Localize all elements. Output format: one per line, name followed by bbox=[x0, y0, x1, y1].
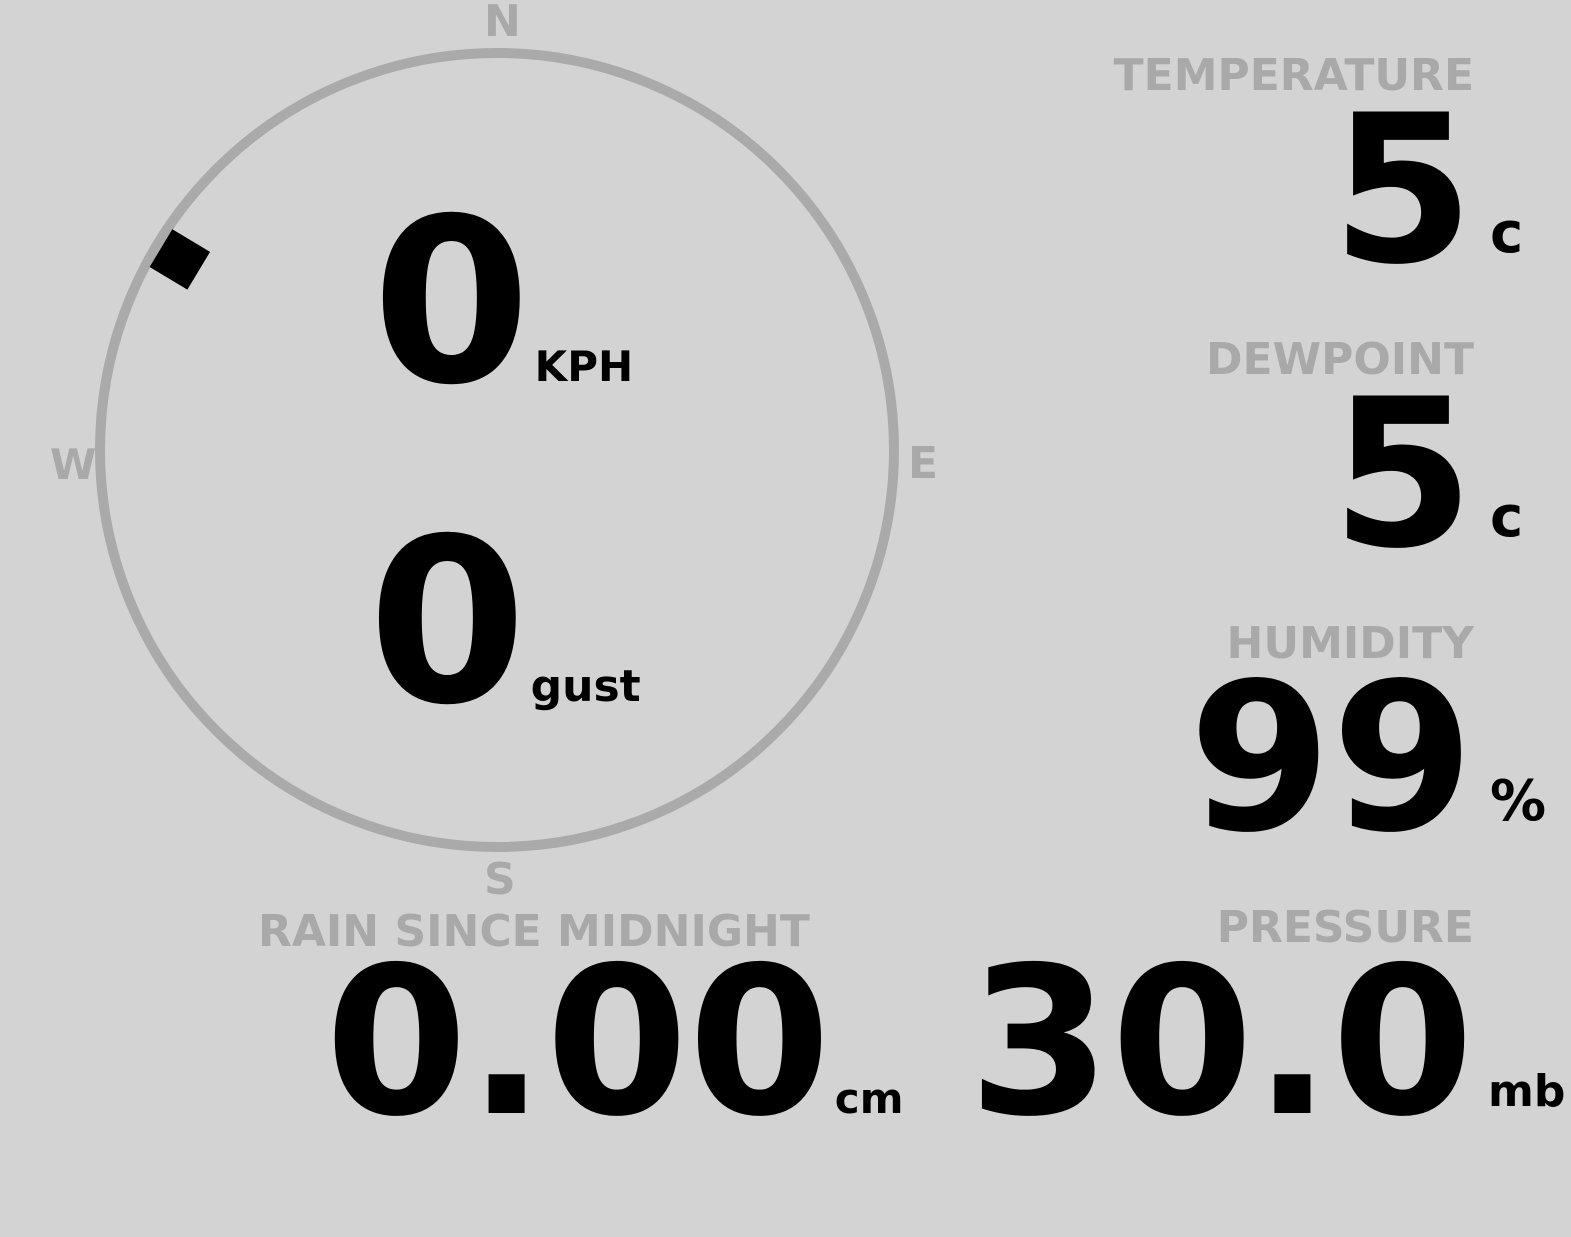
rain-row: 0.00 cm bbox=[325, 924, 904, 1162]
compass-west: W bbox=[50, 440, 97, 489]
rain-unit: cm bbox=[834, 1074, 904, 1123]
dewpoint-label: DEWPOINT bbox=[1206, 334, 1474, 385]
compass-south: S bbox=[484, 854, 516, 905]
wind-speed-row: 0 KPH bbox=[372, 169, 634, 435]
compass-north: N bbox=[484, 0, 521, 47]
compass-east: E bbox=[908, 438, 939, 489]
pressure-value: 30.0 bbox=[968, 924, 1474, 1162]
wind-gust-value: 0 bbox=[368, 489, 527, 755]
temperature-value: 5 bbox=[1331, 72, 1474, 310]
dewpoint-value: 5 bbox=[1331, 356, 1474, 594]
humidity-label: HUMIDITY bbox=[1226, 618, 1474, 669]
wind-speed-value: 0 bbox=[372, 169, 531, 435]
compass-ring bbox=[95, 48, 899, 852]
temperature-unit: c bbox=[1490, 201, 1524, 266]
dewpoint-unit: c bbox=[1490, 485, 1524, 550]
wind-speed-unit: KPH bbox=[534, 342, 634, 391]
temperature-label: TEMPERATURE bbox=[1113, 50, 1474, 101]
pressure-unit: mb bbox=[1488, 1066, 1566, 1117]
humidity-value: 99 bbox=[1188, 640, 1474, 878]
rain-label: RAIN SINCE MIDNIGHT bbox=[258, 906, 810, 957]
humidity-unit: % bbox=[1490, 769, 1547, 834]
wind-direction-marker-icon bbox=[149, 229, 211, 290]
rain-value: 0.00 bbox=[325, 924, 831, 1162]
wind-gust-unit: gust bbox=[530, 661, 641, 712]
wind-gust-row: 0 gust bbox=[368, 489, 641, 755]
wind-compass bbox=[95, 48, 899, 852]
pressure-label: PRESSURE bbox=[1216, 902, 1474, 953]
